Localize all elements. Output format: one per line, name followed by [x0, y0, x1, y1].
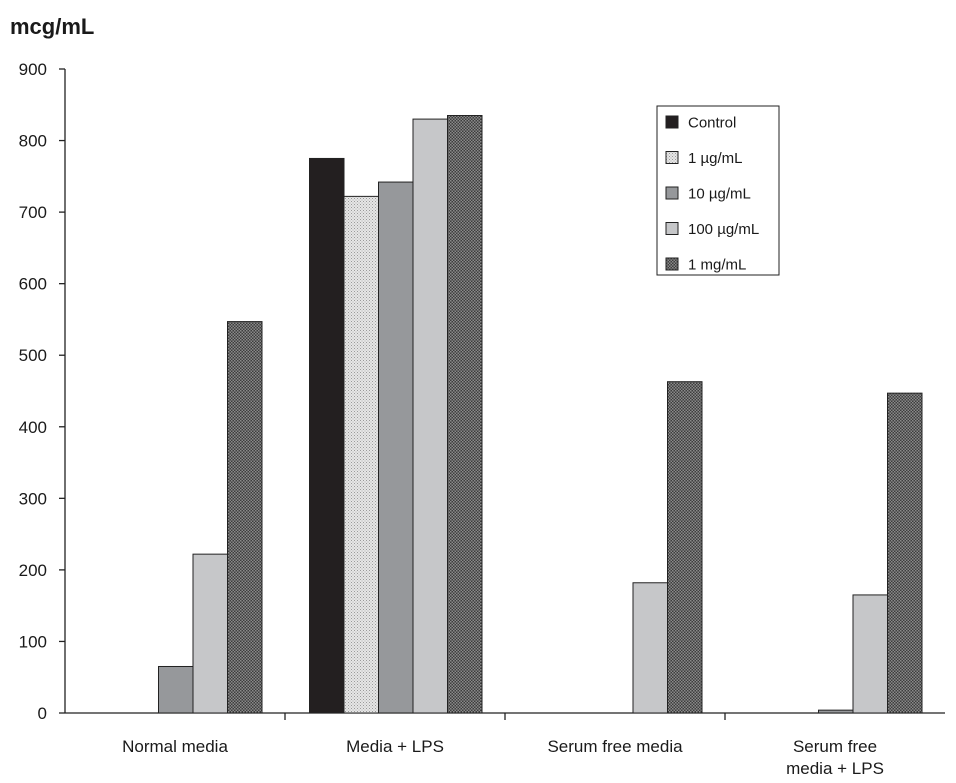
- legend-label: 10 µg/mL: [688, 186, 751, 203]
- bar-0-4: [227, 321, 263, 714]
- y-tick-label: 300: [19, 489, 47, 508]
- legend-label: 100 µg/mL: [688, 221, 759, 238]
- bar-3-4: [887, 392, 923, 714]
- bar-2-4: [667, 381, 703, 714]
- bar-1-4: [447, 115, 483, 714]
- x-axis-labels: Normal media Media + LPS Serum free media S…: [122, 737, 884, 778]
- legend-swatch: [665, 222, 679, 235]
- legend: Control 1 µg/mL 10 µg/mL 100 µg/mL 1 mg/mL: [656, 105, 780, 276]
- bars: [158, 115, 923, 714]
- bar-1-2: [378, 181, 414, 714]
- bar-1-1: [343, 195, 379, 714]
- x-category-label: media + LPS: [786, 759, 884, 778]
- x-category-label: Normal media: [122, 737, 228, 756]
- legend-label: 1 µg/mL: [688, 150, 743, 167]
- x-category-label: Serum free media: [547, 737, 683, 756]
- legend-label: Control: [688, 115, 736, 132]
- legend-swatch: [665, 186, 679, 200]
- bar-3-3: [852, 594, 888, 714]
- legend-label: 1 mg/mL: [688, 257, 746, 274]
- bar-1-3: [412, 118, 448, 714]
- y-tick-label: 500: [19, 346, 47, 365]
- y-tick-label: 900: [19, 60, 47, 79]
- y-tick-label: 700: [19, 203, 47, 222]
- bar-0-3: [192, 553, 228, 714]
- y-tick-label: 0: [38, 704, 47, 723]
- y-tick-label: 100: [19, 632, 47, 651]
- bar-2-3: [632, 582, 668, 714]
- x-category-label: Serum free: [793, 737, 877, 756]
- legend-swatch: [665, 257, 679, 271]
- y-tick-label: 800: [19, 132, 47, 151]
- bar-0-2: [158, 665, 194, 714]
- y-tick-label: 600: [19, 275, 47, 294]
- y-tick-label: 400: [19, 418, 47, 437]
- axes: 0 100 200 300 400 500 600 700 800 900: [19, 60, 945, 723]
- y-tick-label: 200: [19, 561, 47, 580]
- bar-1-0: [309, 157, 345, 714]
- legend-swatch: [665, 115, 679, 129]
- legend-swatch: [665, 151, 679, 164]
- y-axis-title: mcg/mL: [10, 14, 94, 39]
- x-category-label: Media + LPS: [346, 737, 444, 756]
- bar-3-2: [818, 709, 854, 714]
